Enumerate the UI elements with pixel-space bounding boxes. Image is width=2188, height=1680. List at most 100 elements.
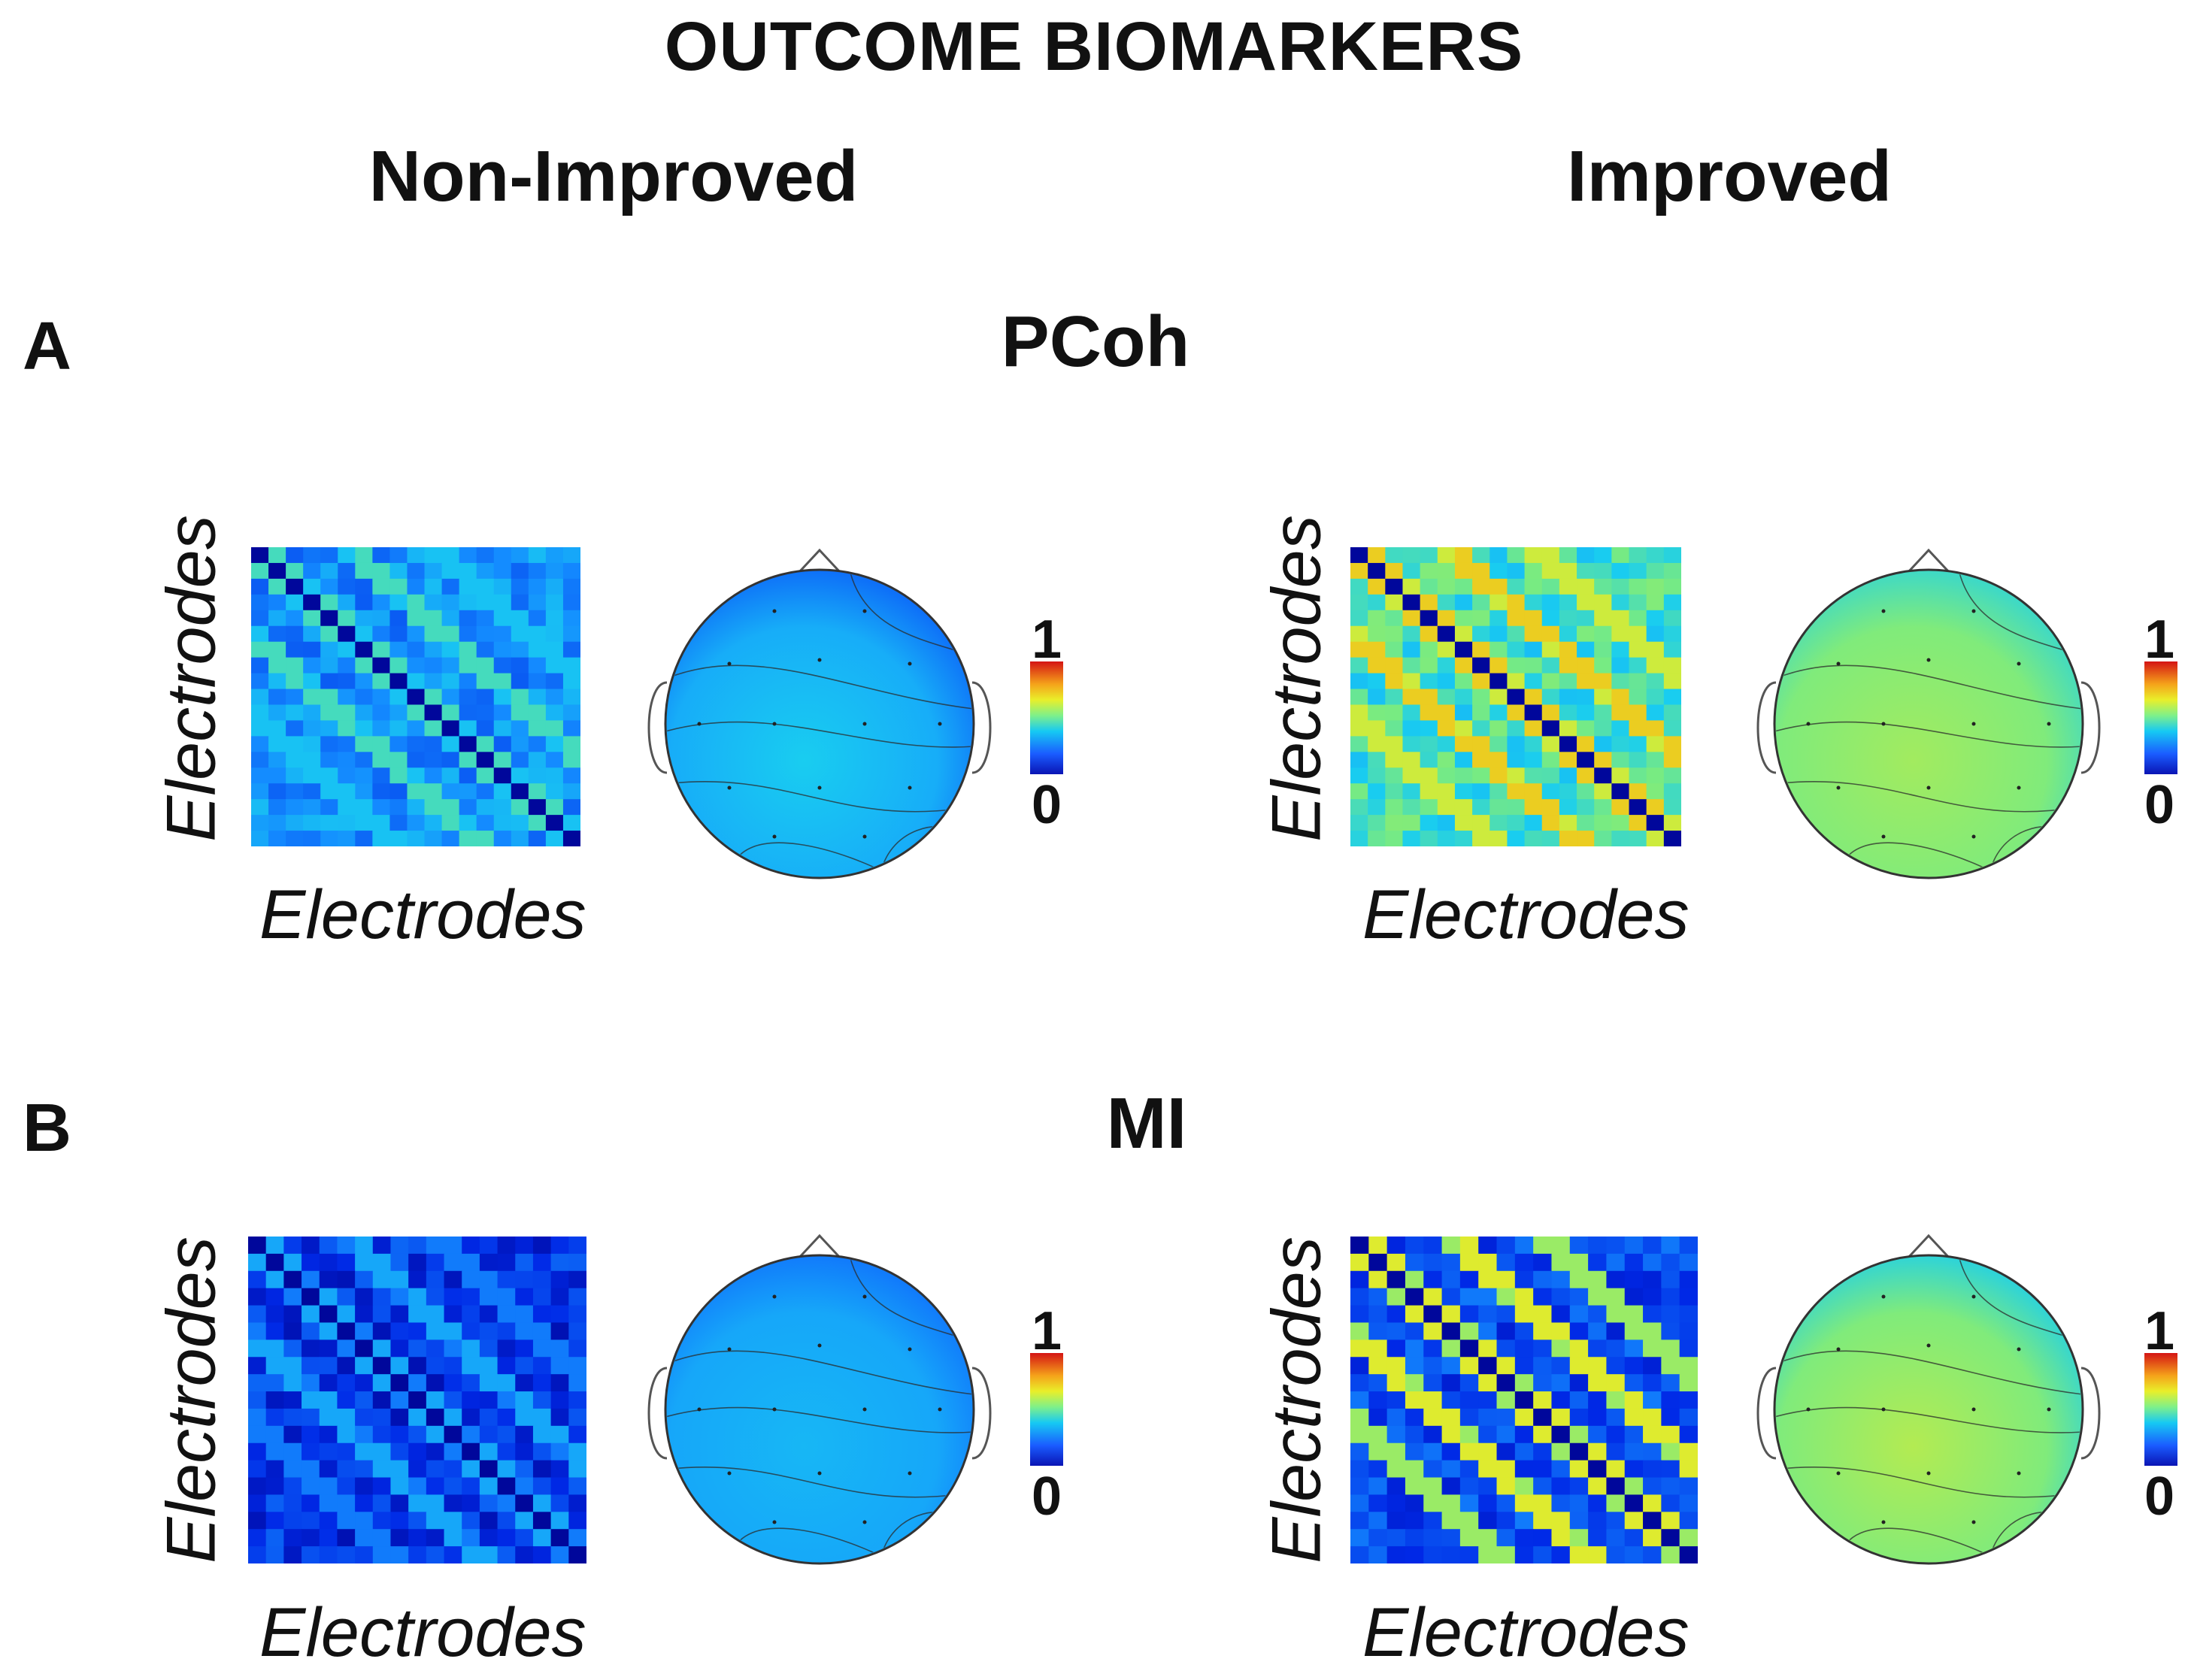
matrix-cell (1624, 1529, 1644, 1547)
matrix-cell (462, 1391, 480, 1409)
matrix-cell (1569, 1425, 1589, 1444)
matrix-cell (268, 610, 286, 627)
matrix-cell (1643, 1512, 1662, 1530)
matrix-cell (1611, 736, 1630, 752)
matrix-cell (1643, 1408, 1662, 1427)
matrix-cell (568, 1477, 586, 1496)
matrix-cell (1663, 578, 1681, 595)
scalp-topography-head (1756, 1234, 2101, 1565)
matrix-cell (1368, 1237, 1388, 1255)
matrix-cell (1643, 1460, 1662, 1479)
matrix-cell (511, 641, 529, 658)
matrix-cell (1441, 1442, 1461, 1461)
matrix-cell (1402, 752, 1421, 768)
matrix-cell (1679, 1270, 1698, 1289)
matrix-cell (1472, 657, 1490, 674)
matrix-cell (407, 547, 426, 564)
matrix-cell (1423, 1529, 1443, 1547)
matrix-cell (479, 1460, 499, 1479)
matrix-cell (1588, 1442, 1608, 1461)
matrix-cell (1420, 736, 1438, 752)
matrix-cell (251, 799, 269, 816)
matrix-cell (1611, 547, 1630, 564)
matrix-cell (1541, 720, 1560, 737)
matrix-cell (1569, 1374, 1589, 1392)
matrix-cell (1588, 1339, 1608, 1358)
matrix-cell (1441, 1374, 1461, 1392)
matrix-cell (1350, 562, 1368, 580)
matrix-cell (1679, 1391, 1698, 1409)
matrix-cell (320, 752, 338, 768)
matrix-cell (562, 815, 580, 831)
matrix-cell (1405, 1305, 1424, 1324)
matrix-cell (1385, 625, 1404, 643)
matrix-cell (355, 1270, 374, 1289)
matrix-cell (1533, 1477, 1553, 1496)
matrix-cell (320, 610, 338, 627)
matrix-cell (355, 625, 373, 643)
matrix-cell (1559, 610, 1577, 627)
matrix-cell (390, 1460, 409, 1479)
matrix-cell (389, 547, 408, 564)
matrix-cell (1569, 1512, 1589, 1530)
electrode-dot (772, 722, 777, 726)
matrix-cell (1524, 657, 1543, 674)
connectivity-matrix (1350, 1237, 1698, 1563)
matrix-cell (1606, 1270, 1626, 1289)
y-axis-label: Electrodes (153, 1237, 230, 1563)
matrix-cell (390, 1339, 409, 1358)
matrix-cell (283, 1288, 302, 1306)
matrix-cell (1441, 1253, 1461, 1272)
matrix-cell (459, 610, 477, 627)
matrix-cell (1472, 641, 1490, 658)
matrix-cell (286, 689, 304, 706)
matrix-cell (1420, 783, 1438, 800)
matrix-cell (319, 1374, 338, 1392)
matrix-cell (462, 1494, 480, 1512)
matrix-cell (1661, 1391, 1680, 1409)
matrix-cell (1588, 1546, 1608, 1563)
matrix-cell (511, 562, 529, 580)
matrix-cell (1478, 1391, 1498, 1409)
matrix-cell (441, 689, 460, 706)
matrix-cell (1423, 1270, 1443, 1289)
matrix-cell (1437, 673, 1456, 690)
matrix-cell (338, 720, 356, 737)
matrix-cell (1350, 1546, 1369, 1563)
matrix-cell (1611, 594, 1630, 611)
matrix-cell (476, 657, 495, 674)
matrix-cell (408, 1237, 427, 1255)
matrix-cell (1350, 1408, 1369, 1427)
matrix-cell (1350, 1529, 1369, 1547)
matrix-cell (441, 657, 460, 674)
matrix-cell (1646, 704, 1665, 722)
matrix-cell (1437, 799, 1456, 816)
matrix-cell (1541, 562, 1560, 580)
matrix-cell (459, 720, 477, 737)
matrix-cell (545, 704, 564, 722)
matrix-cell (303, 641, 321, 658)
matrix-cell (1514, 1322, 1534, 1340)
x-axis-label: Electrodes (1362, 876, 1689, 953)
matrix-cell (303, 547, 321, 564)
matrix-cell (407, 783, 426, 800)
matrix-cell (1478, 1357, 1498, 1375)
matrix-cell (550, 1425, 569, 1444)
matrix-cell (1541, 578, 1560, 595)
matrix-cell (390, 1546, 409, 1563)
matrix-cell (1350, 1442, 1369, 1461)
matrix-cell (1386, 1460, 1406, 1479)
matrix-cell (248, 1512, 267, 1530)
matrix-cell (1663, 610, 1681, 627)
matrix-cell (1386, 1494, 1406, 1512)
matrix-cell (462, 1288, 480, 1306)
matrix-cell (1478, 1270, 1498, 1289)
matrix-cell (493, 704, 512, 722)
matrix-cell (1577, 831, 1595, 846)
matrix-cell (1386, 1288, 1406, 1306)
colorbar-min-label: 0 (1031, 775, 1062, 835)
matrix-cell (1459, 1270, 1479, 1289)
matrix-cell (1496, 1408, 1516, 1427)
electrode-dot (1881, 609, 1886, 613)
matrix-cell (1606, 1253, 1626, 1272)
